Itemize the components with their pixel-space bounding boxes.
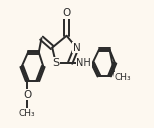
Text: CH₃: CH₃ bbox=[19, 109, 35, 118]
Text: N: N bbox=[73, 43, 80, 53]
Text: S: S bbox=[52, 58, 59, 68]
Text: O: O bbox=[63, 8, 71, 18]
Text: O: O bbox=[23, 90, 31, 100]
Text: CH₃: CH₃ bbox=[115, 73, 132, 82]
Text: NH: NH bbox=[76, 58, 91, 68]
